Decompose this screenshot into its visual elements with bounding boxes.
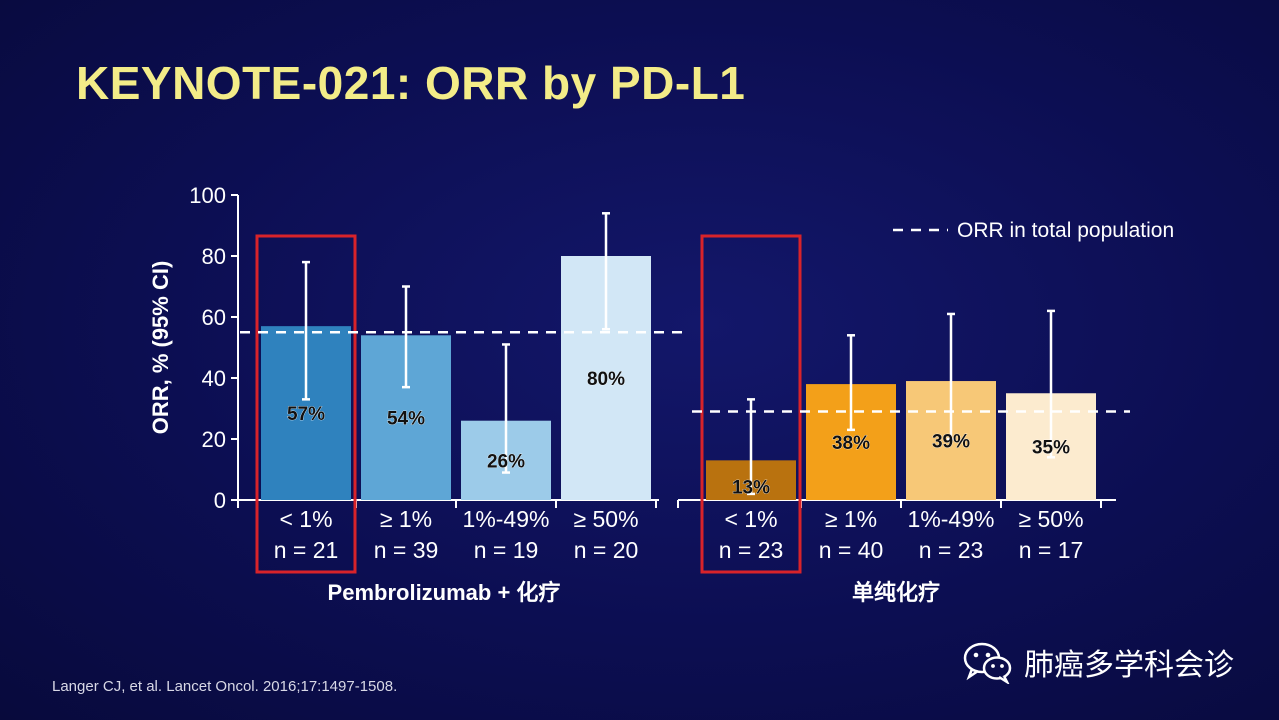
data-label: 57% — [287, 404, 325, 425]
y-tick-label: 20 — [202, 427, 226, 452]
category-label: < 1% — [724, 506, 777, 532]
category-label: ≥ 1% — [380, 506, 432, 532]
y-tick-label: 40 — [202, 366, 226, 391]
n-label: n = 40 — [819, 537, 884, 563]
highlight-box — [255, 234, 357, 574]
category-label: 1%-49% — [908, 506, 995, 532]
n-label: n = 23 — [719, 537, 784, 563]
watermark: 肺癌多学科会诊 — [962, 640, 1234, 684]
y-axis-title: ORR, % (95% CI) — [148, 261, 173, 435]
wechat-icon — [963, 642, 1012, 684]
y-tick-label: 100 — [189, 183, 226, 208]
category-label: ≥ 50% — [1018, 506, 1083, 532]
data-label: 38% — [832, 433, 870, 454]
n-label: n = 20 — [574, 537, 639, 563]
legend-label: ORR in total population — [957, 219, 1174, 242]
citation-footnote: Langer CJ, et al. Lancet Oncol. 2016;17:… — [52, 678, 398, 695]
group-label: Pembrolizumab + 化疗 — [328, 580, 561, 605]
category-label: 1%-49% — [463, 506, 550, 532]
data-label: 54% — [387, 409, 425, 430]
data-label: 26% — [487, 451, 525, 472]
category-label: < 1% — [279, 506, 332, 532]
slide-title: KEYNOTE-021: ORR by PD-L1 — [76, 57, 746, 109]
data-label: 80% — [587, 369, 625, 390]
data-label: 39% — [932, 432, 970, 453]
n-label: n = 23 — [919, 537, 984, 563]
n-label: n = 19 — [474, 537, 539, 563]
y-tick-label: 80 — [202, 244, 226, 269]
n-label: n = 39 — [374, 537, 439, 563]
watermark-text: 肺癌多学科会诊 — [1024, 648, 1234, 683]
y-tick-label: 60 — [202, 305, 226, 330]
n-label: n = 21 — [274, 537, 339, 563]
data-label: 13% — [732, 477, 770, 498]
category-label: ≥ 50% — [573, 506, 638, 532]
y-tick-label: 0 — [214, 488, 226, 513]
category-label: ≥ 1% — [825, 506, 877, 532]
n-label: n = 17 — [1019, 537, 1084, 563]
highlight-box — [700, 234, 802, 574]
data-label: 35% — [1032, 438, 1070, 459]
group-label: 单纯化疗 — [852, 580, 940, 605]
